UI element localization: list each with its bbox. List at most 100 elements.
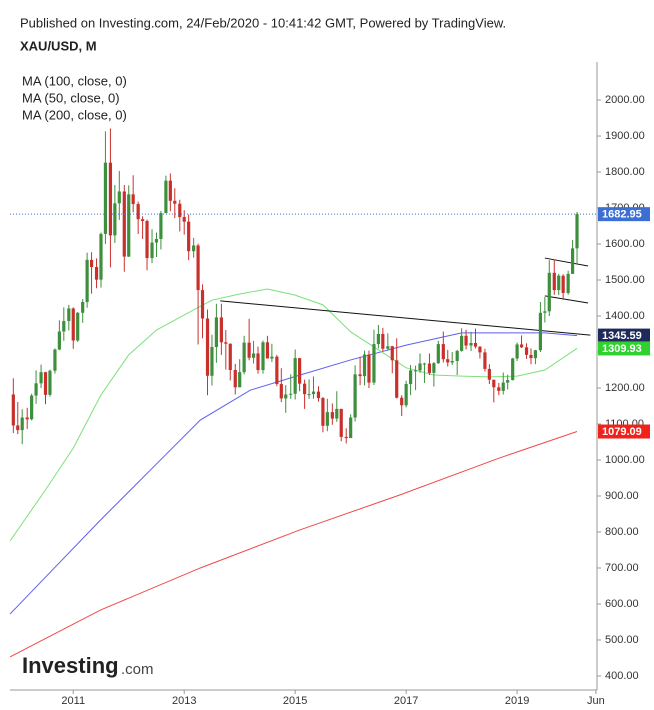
ma-line bbox=[9, 332, 578, 615]
candle-body bbox=[501, 382, 505, 391]
candle-body bbox=[515, 344, 519, 359]
candle-body bbox=[400, 397, 404, 406]
candle-body bbox=[122, 191, 126, 257]
candle-body bbox=[469, 343, 473, 346]
candle-body bbox=[182, 217, 186, 222]
candle-body bbox=[11, 394, 15, 426]
candle-body bbox=[16, 425, 20, 431]
candle-body bbox=[566, 273, 570, 293]
price-label-bg bbox=[598, 424, 650, 439]
candle-body bbox=[316, 391, 321, 399]
candle-body bbox=[159, 213, 163, 239]
candle-body bbox=[196, 245, 200, 291]
x-tick-label: Jun bbox=[587, 695, 605, 707]
y-tick-label: 1200.00 bbox=[605, 382, 645, 394]
candle-body bbox=[289, 393, 293, 395]
candle-body bbox=[386, 346, 390, 349]
candle-body bbox=[205, 318, 210, 376]
candle-body bbox=[427, 363, 432, 373]
y-tick-label: 500.00 bbox=[605, 634, 639, 646]
candle-body bbox=[362, 354, 367, 377]
candle-body bbox=[381, 334, 385, 349]
price-label: 1309.93 bbox=[602, 343, 642, 355]
candle-body bbox=[141, 219, 145, 221]
candle-body bbox=[460, 335, 464, 351]
legend-entry: MA (50, close, 0) bbox=[22, 90, 120, 105]
candle-body bbox=[150, 242, 154, 259]
candle-body bbox=[76, 312, 80, 341]
candle-body bbox=[284, 394, 288, 399]
candle-body bbox=[408, 370, 413, 385]
candle-body bbox=[570, 248, 575, 274]
candle-body bbox=[349, 417, 353, 439]
candle-body bbox=[339, 408, 343, 437]
candle-body bbox=[325, 412, 329, 426]
candle-body bbox=[178, 203, 182, 218]
y-tick-label: 400.00 bbox=[605, 670, 639, 682]
candle-body bbox=[432, 363, 436, 373]
candle-body bbox=[561, 275, 565, 293]
candle-body bbox=[344, 436, 348, 439]
candle-body bbox=[275, 356, 279, 385]
candle-body bbox=[506, 380, 510, 383]
candle-body bbox=[242, 342, 246, 373]
candle-body bbox=[62, 321, 66, 332]
candle-body bbox=[214, 317, 218, 347]
header: Published on Investing.com, 24/Feb/2020 … bbox=[20, 15, 506, 30]
y-tick-label: 800.00 bbox=[605, 526, 639, 538]
candle-body bbox=[192, 245, 196, 252]
candle-body bbox=[164, 180, 168, 214]
y-tick-label: 900.00 bbox=[605, 490, 639, 502]
candle-body bbox=[446, 359, 450, 363]
candle-body bbox=[538, 312, 543, 351]
candle-body bbox=[224, 342, 228, 344]
candle-body bbox=[103, 162, 108, 234]
candle-body bbox=[108, 162, 113, 236]
candle-body bbox=[219, 317, 223, 343]
y-tick-label: 1400.00 bbox=[605, 310, 645, 322]
candle-body bbox=[25, 417, 29, 420]
candle-body bbox=[94, 267, 99, 280]
candle-body bbox=[247, 342, 251, 358]
candle-body bbox=[473, 343, 478, 347]
candle-body bbox=[358, 374, 362, 377]
candle-body bbox=[321, 398, 325, 426]
candle-body bbox=[436, 344, 440, 364]
candle-body bbox=[413, 370, 418, 372]
candle-body bbox=[519, 344, 524, 348]
candle-body bbox=[335, 408, 339, 419]
price-label-bg bbox=[598, 341, 650, 356]
candle-body bbox=[228, 343, 232, 371]
candle-body bbox=[376, 334, 381, 345]
candle-body bbox=[543, 311, 547, 313]
candle-body bbox=[117, 191, 121, 204]
y-tick-label: 1800.00 bbox=[605, 166, 645, 178]
candle-body bbox=[256, 353, 260, 371]
candle-body bbox=[187, 221, 191, 252]
candle-body bbox=[547, 272, 551, 312]
candle-body bbox=[390, 346, 394, 361]
candle-body bbox=[464, 335, 468, 346]
candle-body bbox=[113, 203, 117, 236]
candle-body bbox=[303, 383, 307, 395]
candle-body bbox=[136, 204, 140, 220]
candle-body bbox=[307, 394, 311, 396]
trendline bbox=[544, 257, 589, 267]
candle-body bbox=[533, 350, 538, 359]
candle-body bbox=[418, 363, 422, 371]
candle-body bbox=[127, 194, 131, 257]
candle-body bbox=[478, 346, 482, 353]
candle-body bbox=[71, 308, 75, 341]
candle-body bbox=[293, 358, 297, 394]
candle-body bbox=[279, 384, 283, 399]
candle-body bbox=[298, 358, 302, 384]
candle-body bbox=[422, 363, 427, 365]
candle-body bbox=[270, 356, 274, 359]
candle-body bbox=[487, 368, 491, 380]
candle-body bbox=[251, 353, 256, 358]
trendline bbox=[544, 295, 589, 304]
ma-line bbox=[9, 431, 578, 658]
candle-body bbox=[43, 372, 48, 395]
x-tick-label: 2011 bbox=[61, 695, 85, 707]
candle-body bbox=[131, 194, 135, 205]
